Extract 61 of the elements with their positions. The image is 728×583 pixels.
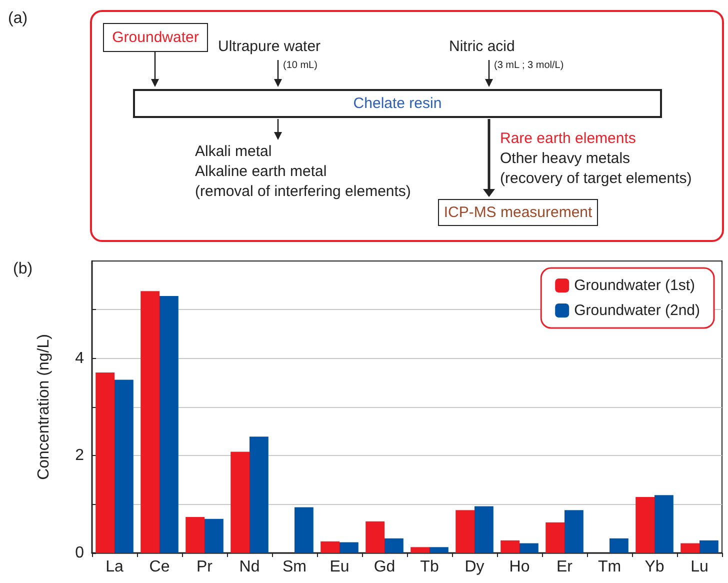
- x-tick-label: Pr: [196, 558, 214, 576]
- bar: [700, 540, 718, 553]
- text: ICP-MS measurement: [438, 199, 598, 226]
- bar: [456, 510, 474, 553]
- x-tick-label: Ce: [149, 558, 170, 576]
- bar: [474, 506, 494, 553]
- bar: [564, 510, 584, 553]
- x-tick-label: La: [106, 558, 124, 576]
- bar: [204, 518, 224, 553]
- bar: [294, 507, 314, 553]
- legend-label: Groundwater (2nd): [574, 302, 700, 319]
- bar: [520, 543, 538, 553]
- text: Alkali metal: [195, 143, 272, 161]
- x-tick-label: Eu: [330, 558, 350, 576]
- x-tick-label: Nd: [239, 558, 260, 576]
- text: Alkaline earth metal: [195, 163, 327, 181]
- bar: [546, 522, 564, 553]
- bar: [114, 380, 134, 553]
- bar: [96, 372, 114, 553]
- x-tick-label: Tb: [420, 558, 439, 576]
- y-tick-label: 4: [75, 350, 84, 367]
- text: Groundwater: [103, 23, 208, 52]
- x-tick-label: Dy: [464, 558, 484, 576]
- text: (recovery of target elements): [500, 170, 692, 188]
- x-tick-label: Yb: [644, 558, 664, 576]
- x-tick-label: Sm: [282, 558, 306, 576]
- bar: [410, 547, 430, 553]
- text: Chelate resin: [133, 89, 662, 118]
- y-tick-label: 2: [75, 447, 84, 464]
- bar: [654, 495, 674, 553]
- chart-title: (b): [13, 260, 33, 278]
- x-tick-label: Gd: [374, 558, 396, 576]
- bar: [366, 521, 384, 553]
- bar: [320, 541, 340, 553]
- bar: [250, 436, 268, 553]
- y-axis-title: Concentration (ng/L): [36, 334, 52, 480]
- bar: [680, 543, 700, 553]
- bar: [186, 516, 204, 553]
- bar: [160, 296, 178, 553]
- bar: [610, 538, 628, 553]
- text: Nitric acid: [449, 38, 515, 56]
- text: (removal of interfering elements): [195, 183, 411, 201]
- text: (10 mL): [283, 60, 318, 72]
- legend-label: Groundwater (1st): [574, 277, 695, 294]
- text: (a): [8, 10, 28, 28]
- bar: [230, 452, 250, 553]
- text: Other heavy metals: [500, 150, 630, 168]
- x-tick-label: Er: [556, 558, 574, 576]
- bar: [140, 291, 160, 553]
- x-tick-label: Ho: [509, 558, 530, 576]
- text: Rare earth elements: [500, 130, 636, 148]
- x-tick-label: Lu: [690, 558, 708, 576]
- text: (3 mL ; 3 mol/L): [494, 60, 564, 72]
- bar: [340, 542, 358, 553]
- text: Ultrapure water: [218, 38, 321, 56]
- y-tick-label: 0: [75, 544, 84, 562]
- bar: [500, 540, 520, 553]
- bar: [384, 538, 404, 553]
- bar: [636, 497, 654, 553]
- bar: [430, 547, 448, 553]
- x-tick-label: Tm: [598, 558, 622, 576]
